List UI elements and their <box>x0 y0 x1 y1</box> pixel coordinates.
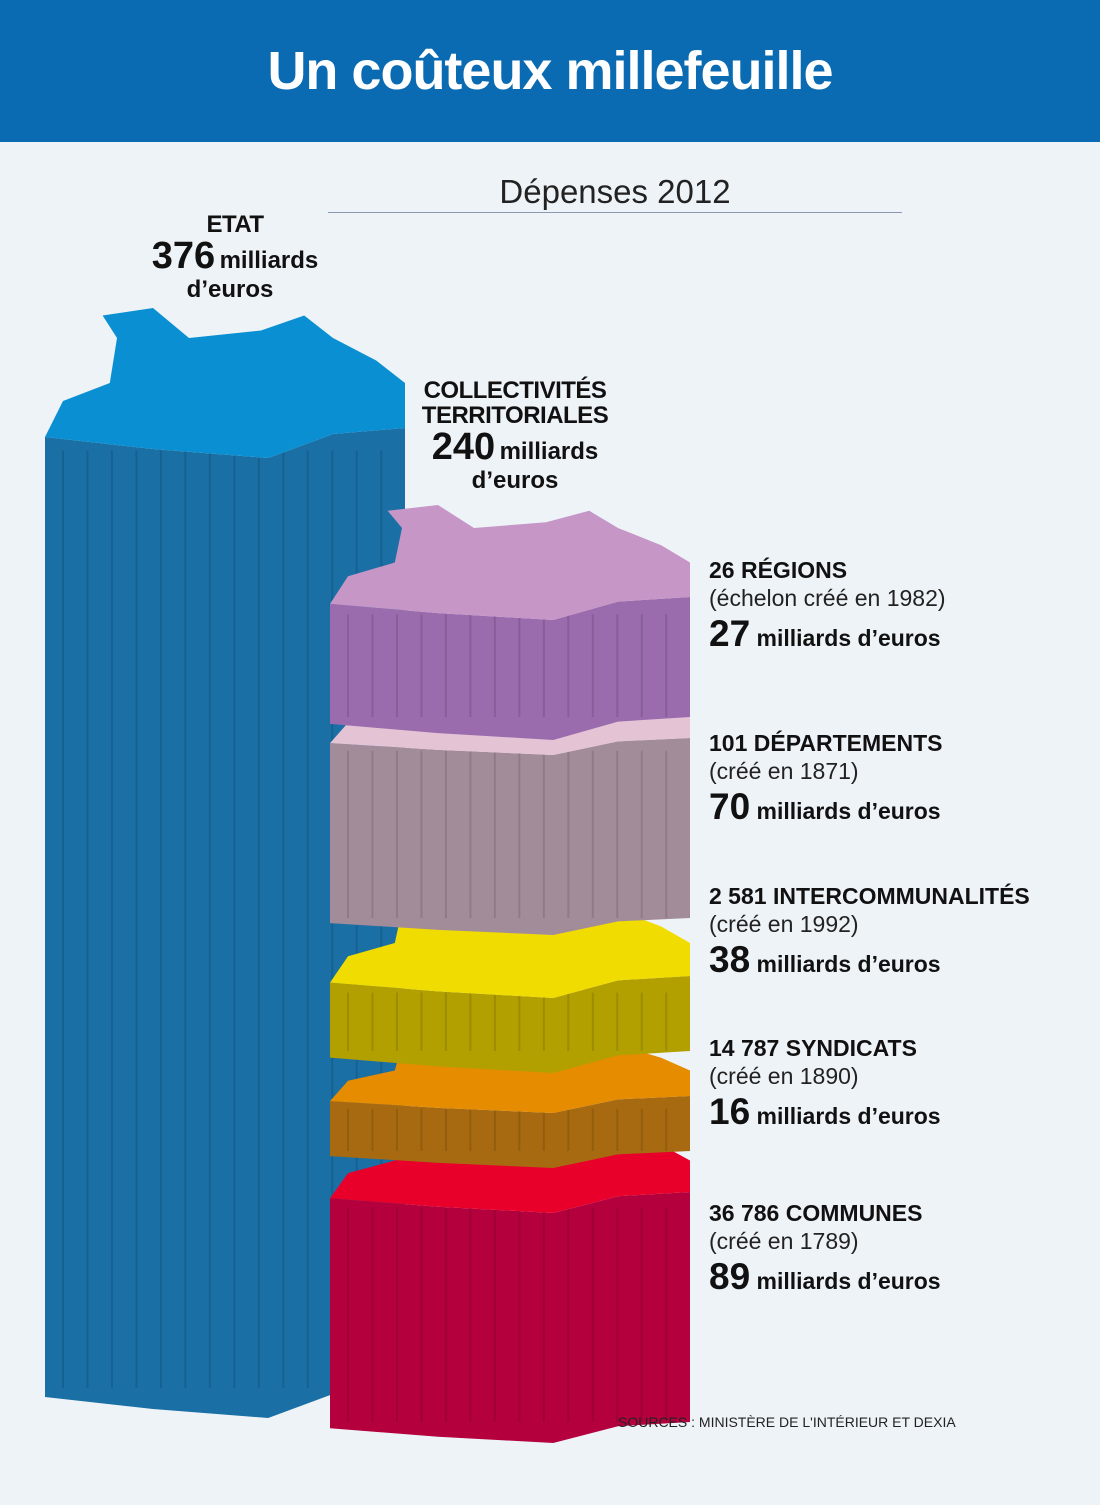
collectivites-name1: COLLECTIVITÉS <box>423 377 607 404</box>
title-banner: Un coûteux millefeuille <box>0 0 1100 142</box>
level-value: 16 milliards d’euros <box>709 1091 941 1133</box>
level-value: 27 milliards d’euros <box>709 613 941 655</box>
level-value: 70 milliards d’euros <box>709 786 941 828</box>
collectivites-unit2: d’euros <box>471 467 559 495</box>
level-note: (créé en 1871) <box>709 757 859 784</box>
level-label-4: 36 786 COMMUNES (créé en 1789) 89 millia… <box>709 1200 941 1300</box>
level-label-0: 26 RÉGIONS (échelon créé en 1982) 27 mil… <box>709 557 946 657</box>
regions-block-top <box>330 505 690 620</box>
collectivites-name2: TERRITORIALES <box>421 402 609 430</box>
level-note: (créé en 1890) <box>709 1062 859 1089</box>
syndicats-block-side <box>330 1096 690 1168</box>
communes-block-side <box>330 1192 690 1443</box>
etat-bar-side <box>45 428 405 1418</box>
level-title: 14 787 SYNDICATS <box>709 1035 917 1061</box>
level-value: 89 milliards d’euros <box>709 1256 941 1298</box>
page-title: Un coûteux millefeuille <box>267 41 833 101</box>
level-label-3: 14 787 SYNDICATS (créé en 1890) 16 milli… <box>709 1035 941 1135</box>
collectivites-label: COLLECTIVITÉS TERRITORIALES 240 milliard… <box>405 377 625 495</box>
level-label-1: 101 DÉPARTEMENTS (créé en 1871) 70 milli… <box>709 730 942 830</box>
etat-unit: milliards <box>219 247 319 275</box>
level-title: 26 RÉGIONS <box>709 557 848 583</box>
etat-label: ETAT 376 milliards d’euros <box>130 212 340 302</box>
source-note: SOURCES : MINISTÈRE DE L'INTÉRIEUR ET DE… <box>618 1414 956 1430</box>
departements-block-side <box>330 738 690 935</box>
subtitle: Dépenses 2012 <box>328 172 902 213</box>
etat-value: 376 <box>151 235 216 278</box>
level-note: (créé en 1992) <box>709 910 859 937</box>
level-label-2: 2 581 INTERCOMMUNALITÉS (créé en 1992) 3… <box>709 883 1030 983</box>
collectivites-unit: milliards <box>499 438 599 466</box>
etat-unit2: d’euros <box>186 276 274 304</box>
collectivites-value: 240 <box>431 426 496 469</box>
level-note: (créé en 1789) <box>709 1227 859 1254</box>
level-title: 2 581 INTERCOMMUNALITÉS <box>709 883 1030 909</box>
level-title: 101 DÉPARTEMENTS <box>709 730 943 756</box>
regions-block-side <box>330 597 690 740</box>
level-value: 38 milliards d’euros <box>709 939 941 981</box>
level-note: (échelon créé en 1982) <box>709 584 946 611</box>
etat-bar-top <box>45 308 405 458</box>
etat-name: ETAT <box>206 211 264 238</box>
intercommunalites-block-side <box>330 976 690 1073</box>
level-title: 36 786 COMMUNES <box>709 1200 923 1226</box>
regions-block <box>330 505 690 740</box>
